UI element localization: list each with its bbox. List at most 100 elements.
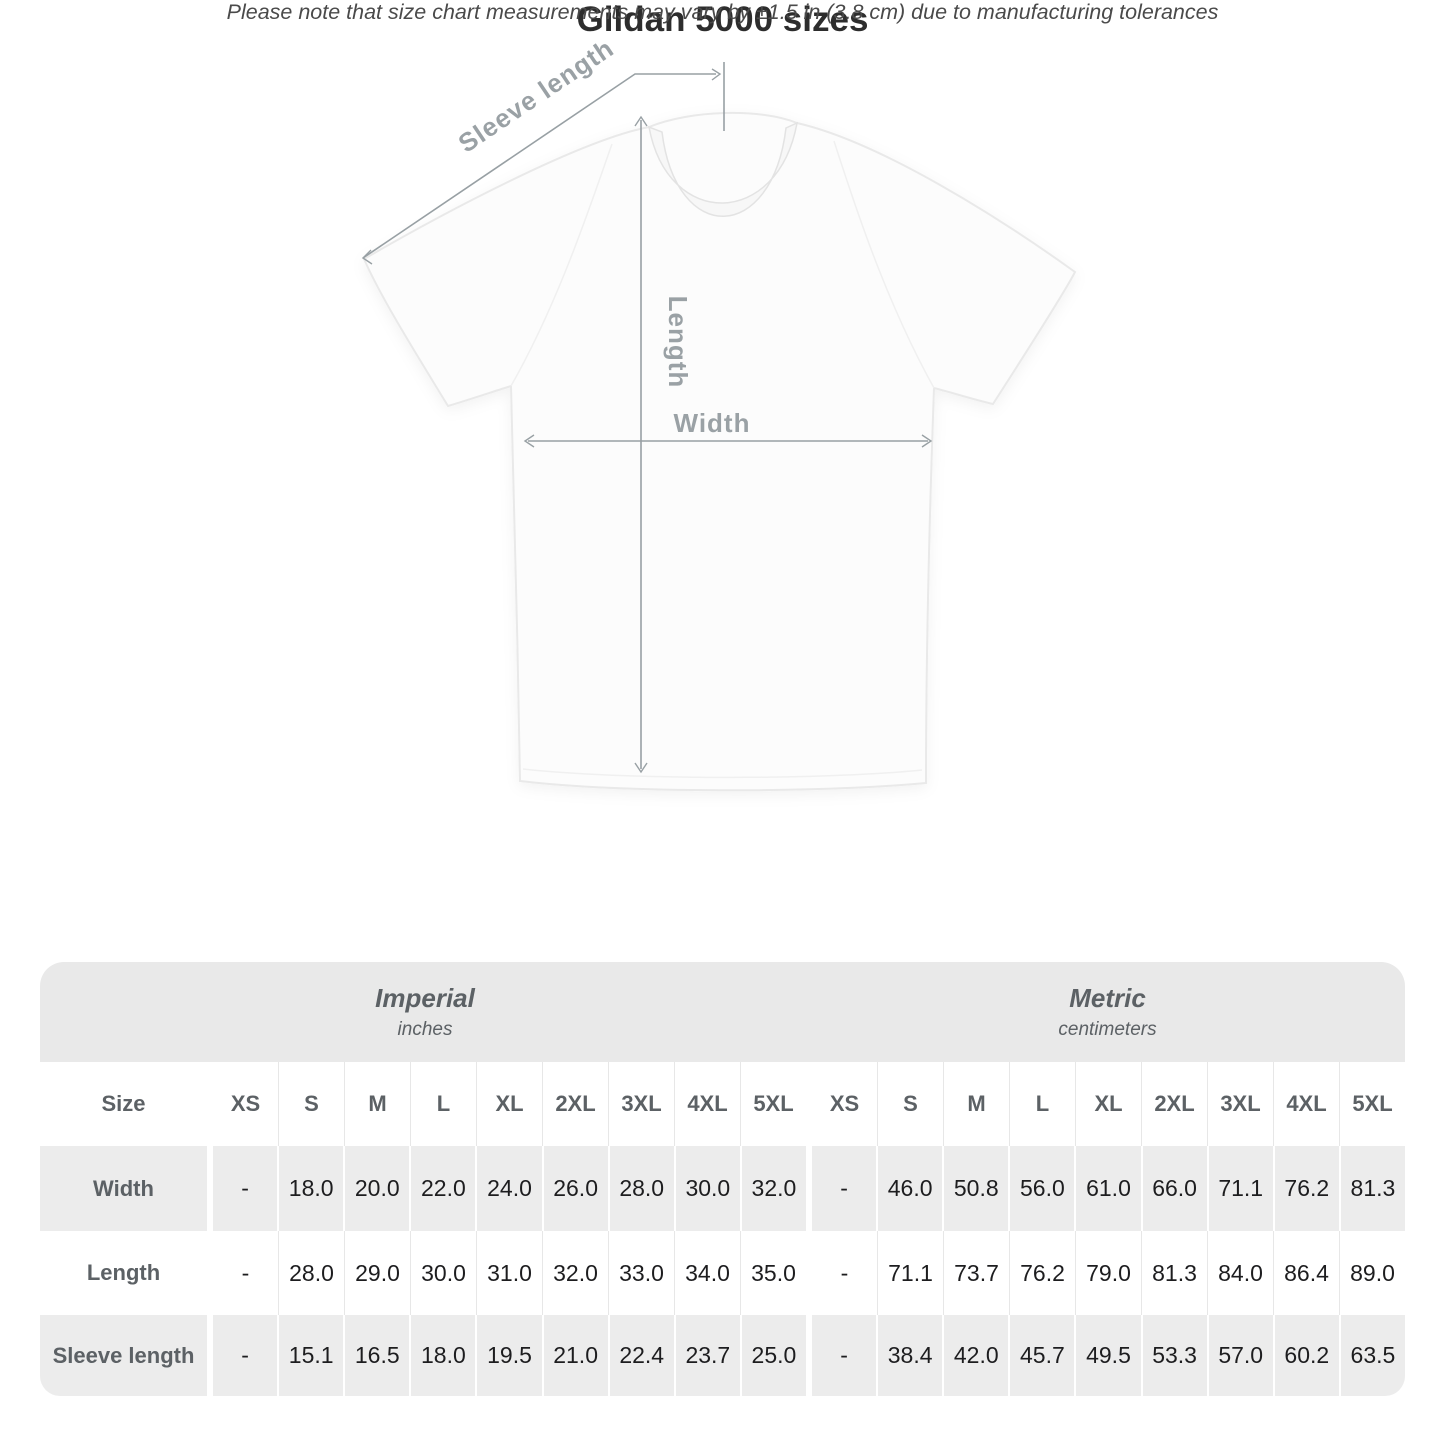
- row-label: Sleeve length: [40, 1315, 213, 1396]
- size-table: Imperial inches Metric centimeters Size X…: [40, 962, 1405, 1396]
- size-header-cell: XL: [1076, 1062, 1142, 1146]
- table-row: Width -18.0 20.0 22.0 24.0 26.0 28.0 30.0 32.0-4…: [40, 1146, 1405, 1231]
- value-cell: 79.0: [1076, 1231, 1142, 1315]
- right-sleeve-seam: [833, 140, 935, 389]
- value-cell: 76.2: [1275, 1146, 1341, 1231]
- value-cell: 35.0: [741, 1231, 812, 1315]
- value-cell: -: [812, 1315, 879, 1396]
- value-cell: 60.2: [1275, 1315, 1341, 1396]
- left-sleeve-seam: [510, 143, 613, 387]
- value-cell: 86.4: [1274, 1231, 1340, 1315]
- table-row: Length -28.0 29.0 30.0 31.0 32.0 33.0 34.0 35.0-…: [40, 1231, 1405, 1315]
- value-cell: 22.0: [411, 1146, 478, 1231]
- length-label: Length: [663, 296, 693, 389]
- value-cell: 33.0: [609, 1231, 675, 1315]
- size-header-cell: 2XL: [1142, 1062, 1208, 1146]
- size-header-cell: 3XL: [609, 1062, 675, 1146]
- sleeve-length-label: Sleeve length: [453, 33, 620, 159]
- value-cell: 19.5: [477, 1315, 544, 1396]
- size-header-cell: XS: [213, 1062, 279, 1146]
- value-cell: -: [213, 1315, 280, 1396]
- row-label: Width: [40, 1146, 213, 1231]
- value-cell: 45.7: [1010, 1315, 1077, 1396]
- value-cell: 89.0: [1350, 1259, 1395, 1286]
- tolerance-note: Please note that size chart measurements…: [226, 0, 1219, 24]
- page-title: Gildan 5000 sizes: [576, 0, 869, 39]
- value-cell: 15.1: [279, 1315, 346, 1396]
- value-cell: 34.0: [675, 1231, 741, 1315]
- value-cell: -: [812, 1231, 878, 1315]
- table-row: Sleeve length -15.1 16.5 18.0 19.5 21.0 22.4 23…: [40, 1315, 1405, 1396]
- value-cell: -: [812, 1146, 879, 1231]
- size-column-title: Size: [40, 1062, 213, 1146]
- value-cell: 66.0: [1143, 1146, 1209, 1231]
- value-cell: 71.1: [1209, 1146, 1275, 1231]
- value-cell: 71.1: [878, 1231, 944, 1315]
- width-label: Width: [674, 408, 751, 438]
- value-cell: 23.7: [676, 1315, 742, 1396]
- value-cell: 24.0: [477, 1146, 544, 1231]
- tshirt-measurement-diagram: Sleeve length Length Width: [361, 33, 1077, 792]
- value-cell: 16.5: [345, 1315, 412, 1396]
- value-cell: 57.0: [1209, 1315, 1275, 1396]
- value-cell: 32.0: [742, 1146, 812, 1231]
- size-header-cell: M: [345, 1062, 411, 1146]
- hem-stitch: [522, 768, 923, 779]
- unit-group-imperial: Imperial inches: [40, 962, 810, 1062]
- value-cell: 56.0: [1010, 1146, 1077, 1231]
- value-cell: 25.0: [742, 1315, 812, 1396]
- unit-name-imperial: Imperial: [375, 983, 475, 1013]
- value-cell: 28.0: [610, 1146, 676, 1231]
- value-cell: 32.0: [543, 1231, 609, 1315]
- size-header-cell: L: [411, 1062, 477, 1146]
- value-cell: 26.0: [544, 1146, 610, 1231]
- value-cell: 20.0: [345, 1146, 412, 1231]
- size-header-cell: 4XL: [1274, 1062, 1340, 1146]
- value-cell: 21.0: [544, 1315, 610, 1396]
- value-cell: 50.8: [944, 1146, 1011, 1231]
- unit-header-band: Imperial inches Metric centimeters: [40, 962, 1405, 1062]
- value-cell: 46.0: [878, 1146, 945, 1231]
- size-header-cell: S: [878, 1062, 944, 1146]
- size-header-cell: 3XL: [1208, 1062, 1274, 1146]
- value-cell: -: [213, 1231, 279, 1315]
- size-header-cell: 5XL: [741, 1062, 812, 1146]
- value-cell: 42.0: [944, 1315, 1011, 1396]
- table-rows: Size XS S M L XL 2XL 3XL 4XL 5XL XS S M L XL 2XL 3XL 4XL 5…: [40, 1062, 1405, 1396]
- value-cell: 53.3: [1143, 1315, 1209, 1396]
- value-cell: 22.4: [610, 1315, 676, 1396]
- value-cell: 18.0: [279, 1146, 346, 1231]
- value-cell: -: [213, 1146, 280, 1231]
- value-cell: 84.0: [1208, 1231, 1274, 1315]
- value-cell: 81.3: [1142, 1231, 1208, 1315]
- value-cell: 61.0: [1076, 1146, 1143, 1231]
- unit-sub-imperial: inches: [397, 1019, 453, 1040]
- value-cell: 30.0: [676, 1146, 742, 1231]
- size-header-row: Size XS S M L XL 2XL 3XL 4XL 5XL XS S M L XL 2XL 3XL 4XL 5…: [40, 1062, 1405, 1146]
- unit-name-metric: Metric: [1069, 983, 1146, 1013]
- collar: [648, 121, 798, 217]
- tshirt-illustration: [362, 111, 1077, 792]
- size-header-cell: XS: [812, 1062, 878, 1146]
- value-cell: 38.4: [878, 1315, 945, 1396]
- sleeve-length-arrow: [362, 73, 716, 259]
- size-header-cell: 2XL: [543, 1062, 609, 1146]
- unit-group-metric: Metric centimeters: [810, 962, 1405, 1062]
- size-header-cell: 4XL: [675, 1062, 741, 1146]
- value-cell: 30.0: [411, 1231, 477, 1315]
- size-header-cell: S: [279, 1062, 345, 1146]
- value-cell: 28.0: [279, 1231, 345, 1315]
- row-label: Length: [40, 1231, 213, 1315]
- size-header-cell: M: [944, 1062, 1010, 1146]
- unit-sub-metric: centimeters: [1058, 1019, 1157, 1040]
- value-cell: 81.3: [1350, 1175, 1396, 1201]
- size-header-cell: L: [1010, 1062, 1076, 1146]
- size-header-cell: XL: [477, 1062, 543, 1146]
- value-cell: 49.5: [1076, 1315, 1143, 1396]
- size-header-cell: 5XL: [1352, 1091, 1393, 1116]
- value-cell: 76.2: [1010, 1231, 1076, 1315]
- value-cell: 18.0: [411, 1315, 478, 1396]
- value-cell: 31.0: [477, 1231, 543, 1315]
- value-cell: 73.7: [944, 1231, 1010, 1315]
- value-cell: 63.5: [1350, 1342, 1396, 1368]
